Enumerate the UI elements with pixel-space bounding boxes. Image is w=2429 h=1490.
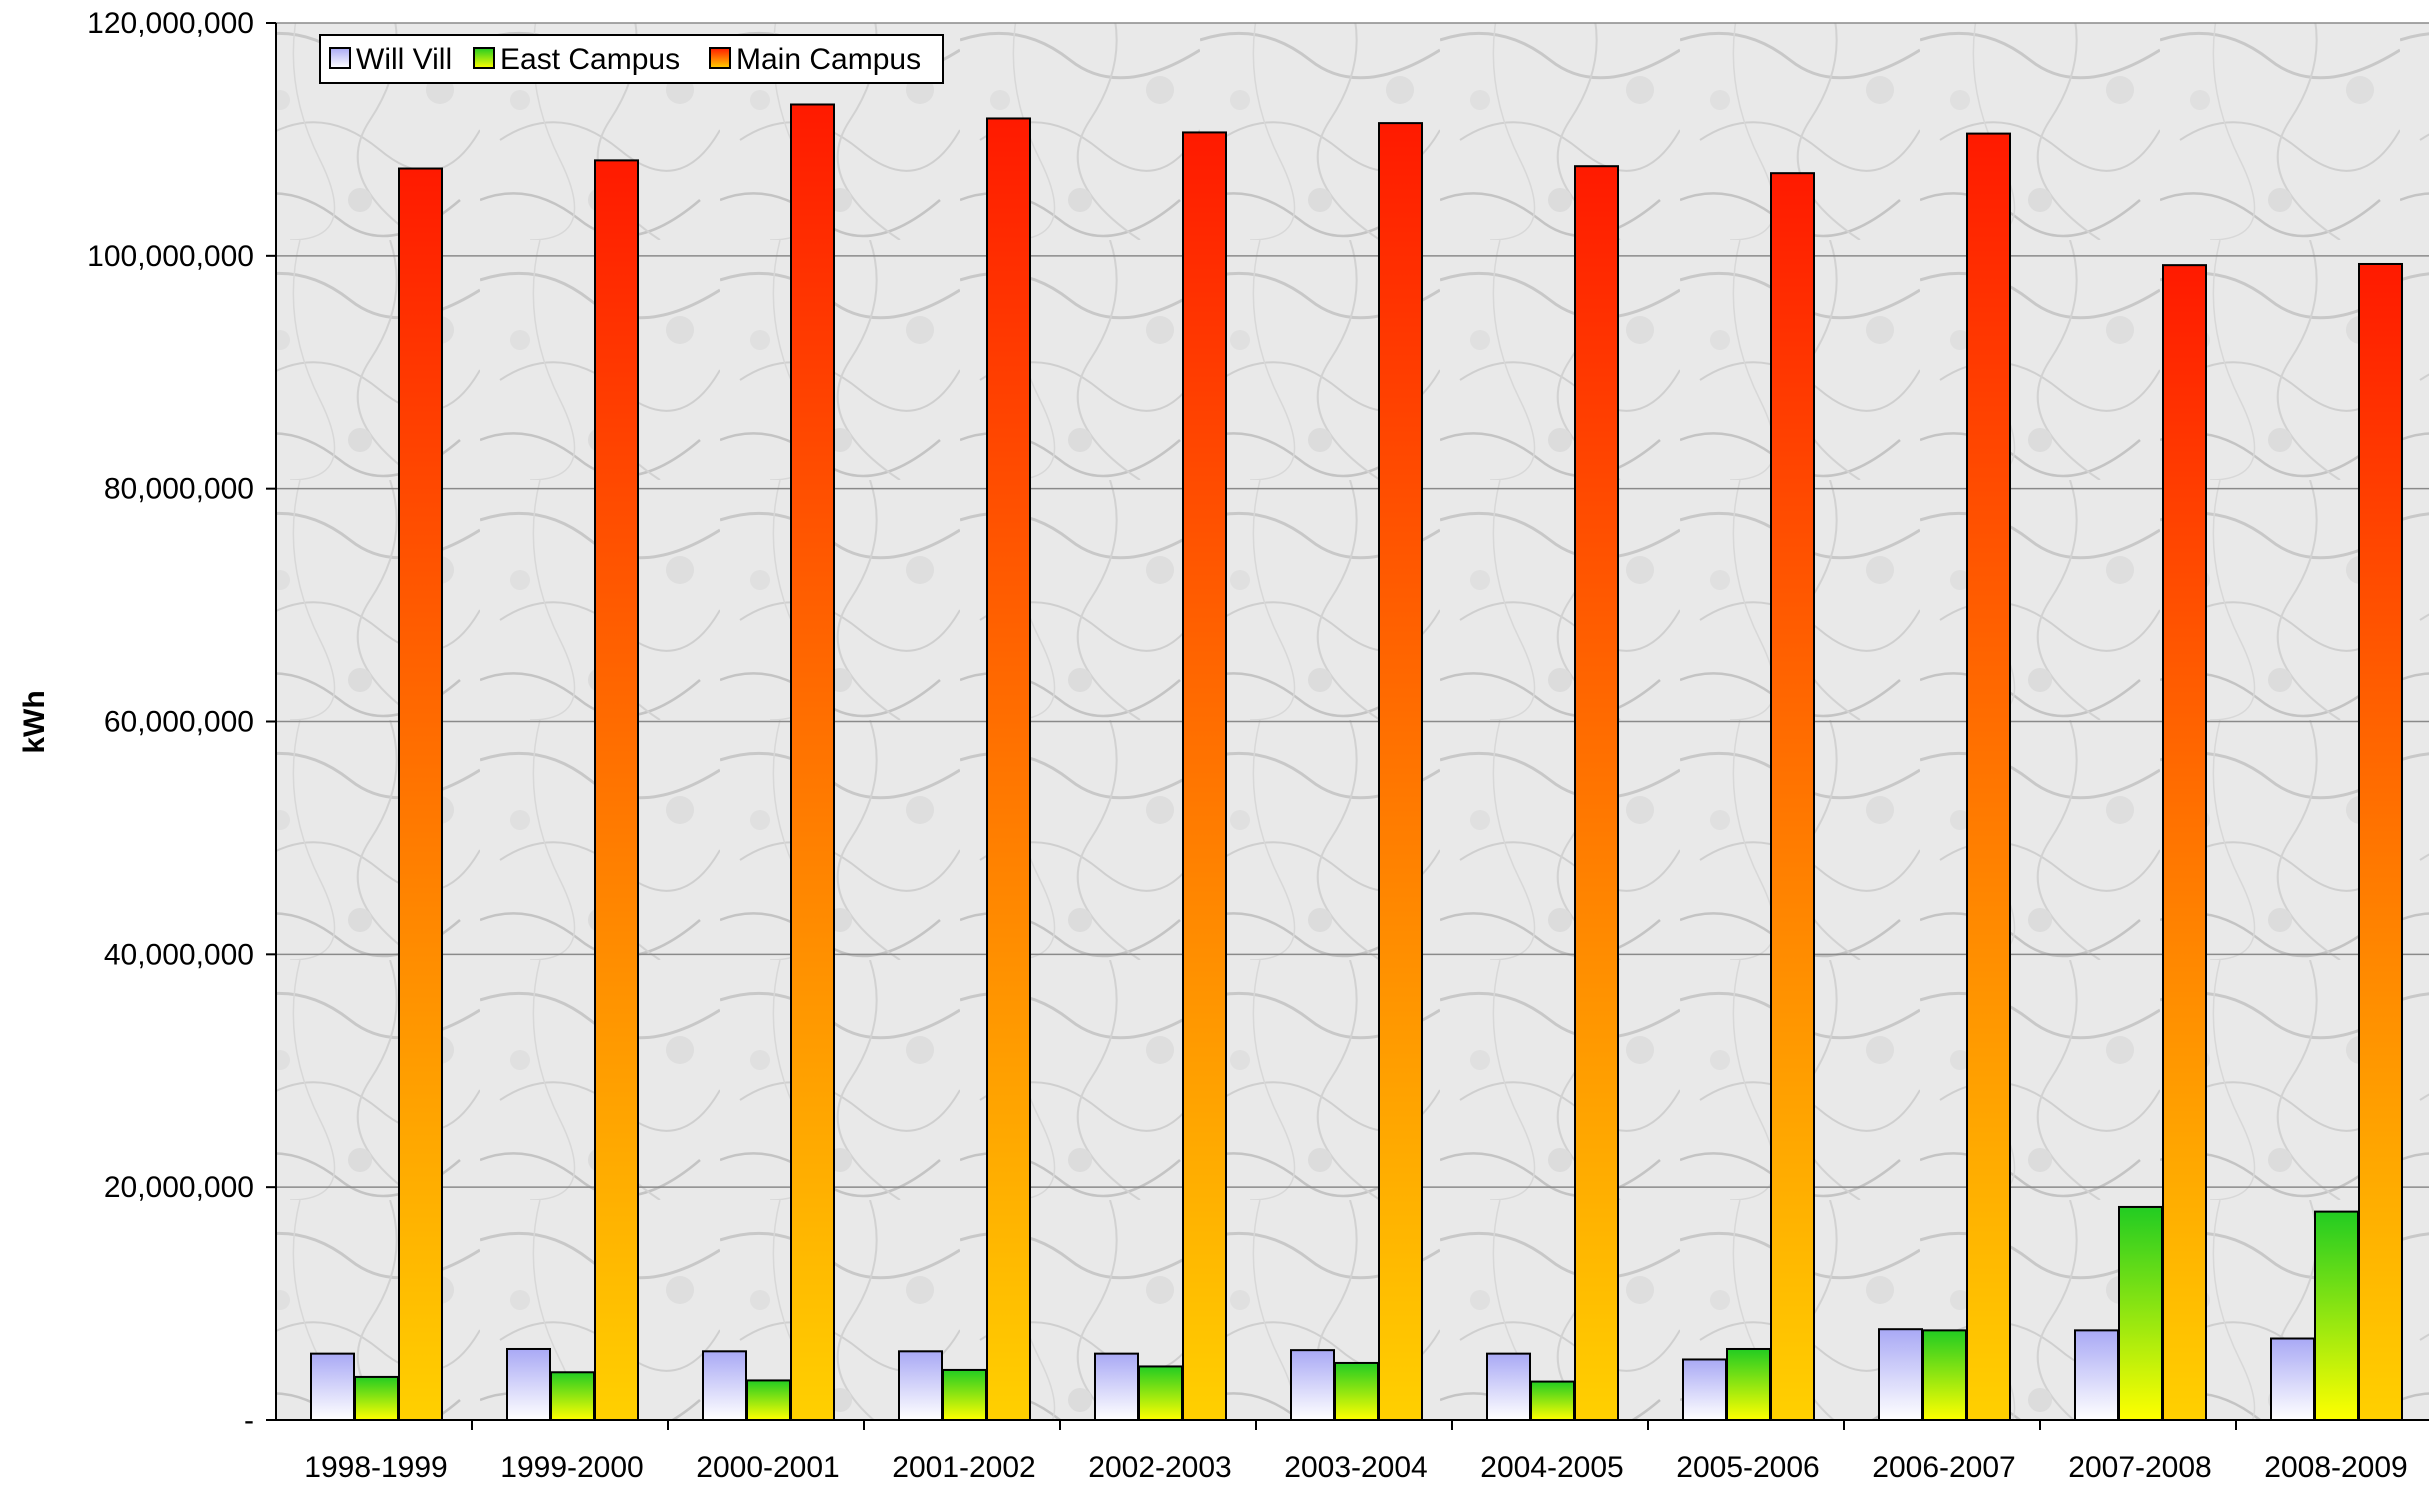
x-tick-label: 2007-2008	[2068, 1451, 2211, 1484]
bar-main-campus	[986, 117, 1031, 1421]
legend-swatch	[329, 47, 351, 69]
x-tick-label: 2000-2001	[696, 1451, 839, 1484]
bar-east-campus	[1726, 1347, 1771, 1422]
bar-will-vill	[1878, 1328, 1923, 1421]
bar-east-campus	[2118, 1205, 2163, 1422]
bar-will-vill	[2074, 1329, 2119, 1421]
x-tick-label: 2008-2009	[2264, 1451, 2407, 1484]
bar-east-campus	[1530, 1380, 1575, 1422]
legend-label: East Campus	[500, 43, 680, 76]
bar-main-campus	[1966, 132, 2011, 1422]
x-tick-label: 2006-2007	[1872, 1451, 2015, 1484]
bar-will-vill	[898, 1350, 943, 1422]
bar-east-campus	[1138, 1365, 1183, 1422]
y-tick-label: 40,000,000	[104, 938, 254, 971]
bar-main-campus	[1574, 165, 1619, 1421]
bar-will-vill	[506, 1347, 551, 1422]
bars	[310, 103, 2403, 1422]
bar-east-campus	[550, 1371, 595, 1421]
bar-will-vill	[1290, 1349, 1335, 1422]
x-tick-label: 1999-2000	[500, 1451, 643, 1484]
bar-main-campus	[398, 167, 443, 1421]
legend-box	[319, 34, 944, 84]
bar-main-campus	[2162, 264, 2207, 1422]
bar-main-campus	[1770, 172, 1815, 1422]
x-tick-label: 2005-2006	[1676, 1451, 1819, 1484]
legend-swatch	[473, 47, 495, 69]
y-axis-ticks: - 20,000,000 40,000,000 60,000,000 80,000,00…	[87, 7, 276, 1437]
y-tick-label: 100,000,000	[87, 240, 254, 273]
x-tick-label: 2003-2004	[1284, 1451, 1427, 1484]
y-tick-label: 120,000,000	[87, 7, 254, 40]
bar-east-campus	[2314, 1210, 2359, 1421]
legend-label: Will Vill	[356, 43, 452, 76]
bar-main-campus	[594, 159, 639, 1421]
bar-will-vill	[1682, 1358, 1727, 1422]
bar-east-campus	[1334, 1361, 1379, 1421]
bar-will-vill	[702, 1350, 747, 1422]
legend-label: Main Campus	[736, 43, 921, 76]
bar-east-campus	[942, 1368, 987, 1421]
bar-east-campus	[354, 1375, 399, 1421]
bar-main-campus	[2358, 262, 2403, 1421]
x-tick-label: 2001-2002	[892, 1451, 1035, 1484]
x-tick-label: 2002-2003	[1088, 1451, 1231, 1484]
bar-will-vill	[1486, 1352, 1531, 1421]
bar-east-campus	[746, 1379, 791, 1421]
y-tick-label: -	[244, 1404, 254, 1437]
y-tick-label: 20,000,000	[104, 1171, 254, 1204]
x-tick-label: 2004-2005	[1480, 1451, 1623, 1484]
bar-will-vill	[2270, 1337, 2315, 1421]
x-axis-ticks: 1998-1999 1999-2000 2000-2001 2001-2002 2002…	[304, 1420, 2408, 1484]
y-tick-label: 60,000,000	[104, 706, 254, 739]
bar-east-campus	[1922, 1329, 1967, 1421]
bar-main-campus	[790, 103, 835, 1421]
y-axis-title: kWh	[18, 690, 51, 753]
bar-main-campus	[1378, 122, 1423, 1422]
bar-main-campus	[1182, 131, 1227, 1422]
x-tick-label: 1998-1999	[304, 1451, 447, 1484]
y-tick-label: 80,000,000	[104, 473, 254, 506]
bar-will-vill	[1094, 1352, 1139, 1421]
legend-swatch	[709, 47, 731, 69]
legend: Will Vill East Campus Main Campus	[319, 34, 944, 84]
bar-will-vill	[310, 1352, 355, 1421]
